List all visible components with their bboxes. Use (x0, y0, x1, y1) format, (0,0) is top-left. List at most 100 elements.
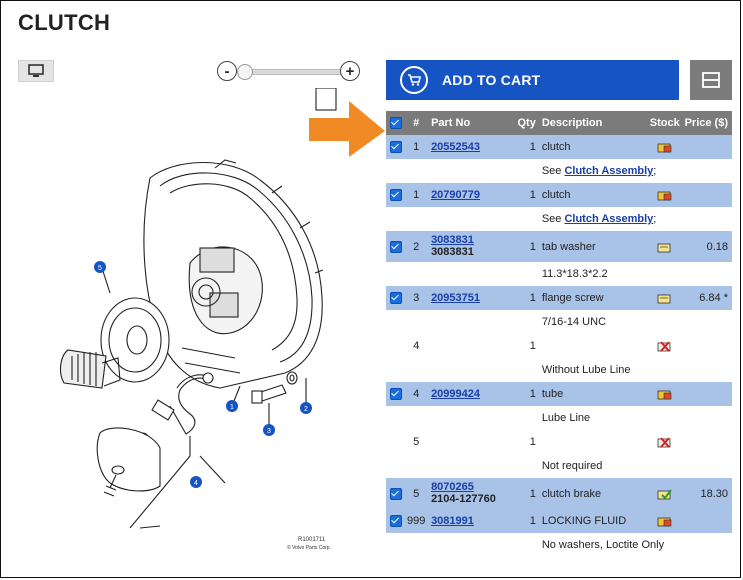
row-num: 5 (413, 487, 420, 500)
callout-5 (94, 261, 106, 273)
zoom-in-button[interactable]: + (340, 61, 360, 81)
row-qty: 1 (529, 141, 536, 153)
svg-text:5: 5 (98, 265, 102, 272)
part-link[interactable]: 3083831 (431, 234, 474, 246)
pointer-arrow (309, 101, 385, 157)
callout-4 (190, 476, 202, 488)
stock-unavailable-icon (657, 340, 672, 352)
table-row: 3 20953751 1 flange screw 6.84 * (386, 286, 732, 310)
table-note-row: No washers, Loctite Only (541, 539, 665, 551)
row-num: 3 (413, 292, 420, 304)
row-checkbox[interactable] (389, 240, 402, 253)
row-price: 0.18 (706, 240, 728, 253)
table-header-row: # Part No Qty Description Stock Price ($… (386, 111, 732, 135)
row-num: 4 (413, 340, 420, 352)
row-qty: 1 (529, 240, 536, 253)
row-num: 4 (413, 388, 420, 400)
clutch-assembly-link[interactable]: Clutch Assembly (564, 165, 654, 177)
callout-3 (263, 424, 275, 436)
row-checkbox[interactable] (389, 388, 402, 401)
stock-available-icon (657, 292, 672, 304)
cart-icon (400, 66, 428, 94)
table-note-row: See Clutch Assembly; (541, 213, 657, 225)
zoom-control: - + (215, 58, 365, 86)
svg-text:2: 2 (304, 406, 308, 413)
row-num: 2 (413, 240, 420, 253)
table-note-row: See Clutch Assembly; (541, 165, 657, 177)
part-alt-number: 2104-127760 (431, 493, 496, 505)
row-qty: 1 (529, 388, 536, 400)
callout-markers: 1 2 3 4 5 (94, 261, 312, 488)
row-price: 6.84 * (699, 292, 728, 304)
clutch-disc (100, 297, 170, 383)
parts-drawing: 1 2 3 4 5 R1001711 © Volvo Parts Corp. (59, 88, 337, 551)
row-desc: clutch brake (541, 487, 602, 500)
col-desc: Description (541, 117, 603, 129)
row-qty: 1 (529, 340, 536, 352)
svg-text:3: 3 (267, 428, 271, 435)
row-price (683, 135, 732, 159)
fullscreen-button[interactable] (18, 60, 54, 82)
table-row: 4 20999424 1 tube (386, 382, 732, 406)
row-checkbox[interactable] (389, 515, 402, 528)
stock-partial-icon (657, 189, 672, 201)
row-checkbox[interactable] (389, 189, 402, 202)
zoom-slider-thumb[interactable] (237, 64, 253, 80)
stock-partial-icon (657, 388, 672, 400)
col-part: Part No (431, 117, 471, 129)
part-alt-number: 3083831 (431, 246, 474, 258)
table-row: 5 8070265 2104-127760 1 clutch brake 18.3… (386, 478, 732, 509)
row-num: 1 (413, 189, 420, 201)
clutch-assembly-link[interactable]: Clutch Assembly (564, 213, 654, 225)
row-desc: clutch (541, 189, 571, 201)
callout-2 (300, 402, 312, 414)
table-row: 1 20790779 1 clutch (386, 183, 732, 207)
table-note-row: Not required (541, 460, 603, 472)
part-link[interactable]: 3081991 (431, 515, 474, 527)
part-link[interactable]: 20790779 (431, 189, 481, 201)
row-qty: 1 (529, 292, 536, 304)
part-link[interactable]: 20552543 (431, 141, 481, 153)
add-to-cart-label: ADD TO CART (442, 72, 541, 88)
stock-instock-icon (657, 488, 673, 500)
row-price (683, 509, 732, 533)
row-desc: clutch (541, 141, 571, 153)
row-checkbox[interactable] (389, 487, 402, 500)
page-title: CLUTCH (18, 10, 111, 35)
row-checkbox[interactable] (389, 292, 402, 305)
row-qty: 1 (529, 515, 536, 527)
table-row: 4 1 (386, 334, 732, 358)
stock-partial-icon (657, 515, 672, 527)
row-qty: 1 (529, 487, 536, 500)
select-all-checkbox[interactable] (389, 117, 402, 130)
part-link[interactable]: 20953751 (431, 292, 481, 304)
row-num: 999 (407, 515, 426, 527)
part-link[interactable]: 20999424 (431, 388, 481, 400)
col-num: # (413, 117, 420, 129)
row-qty: 1 (529, 436, 536, 448)
table-row: 999 3081991 1 LOCKING FLUID (386, 509, 732, 533)
table-note-row: 11.3*18.3*2.2 (541, 268, 608, 280)
table-note-row: 7/16-14 UNC (541, 316, 607, 328)
col-qty: Qty (517, 117, 536, 129)
col-price: Price ($) (684, 117, 728, 129)
row-qty: 1 (529, 189, 536, 201)
list-view-button[interactable] (690, 60, 732, 100)
col-stock: Stock (649, 117, 680, 129)
table-row: 2 3083831 3083831 1 tab washer 0.18 (386, 231, 732, 262)
row-price (683, 183, 732, 207)
stock-partial-icon (657, 141, 672, 153)
part-link[interactable]: 8070265 (431, 481, 474, 493)
table-note-row: Lube Line (541, 412, 591, 424)
table-note-row: Without Lube Line (541, 364, 631, 376)
print-icon (315, 88, 337, 111)
bracket-plate (96, 427, 161, 492)
zoom-out-button[interactable]: - (217, 61, 237, 81)
drawing-ref: R1001711 (298, 537, 326, 543)
add-to-cart-button[interactable]: ADD TO CART (386, 60, 679, 100)
table-row: 5 1 (386, 430, 732, 454)
stock-available-icon (657, 241, 672, 253)
row-checkbox[interactable] (389, 141, 402, 154)
row-price (683, 382, 732, 406)
row-num: 5 (413, 436, 420, 448)
